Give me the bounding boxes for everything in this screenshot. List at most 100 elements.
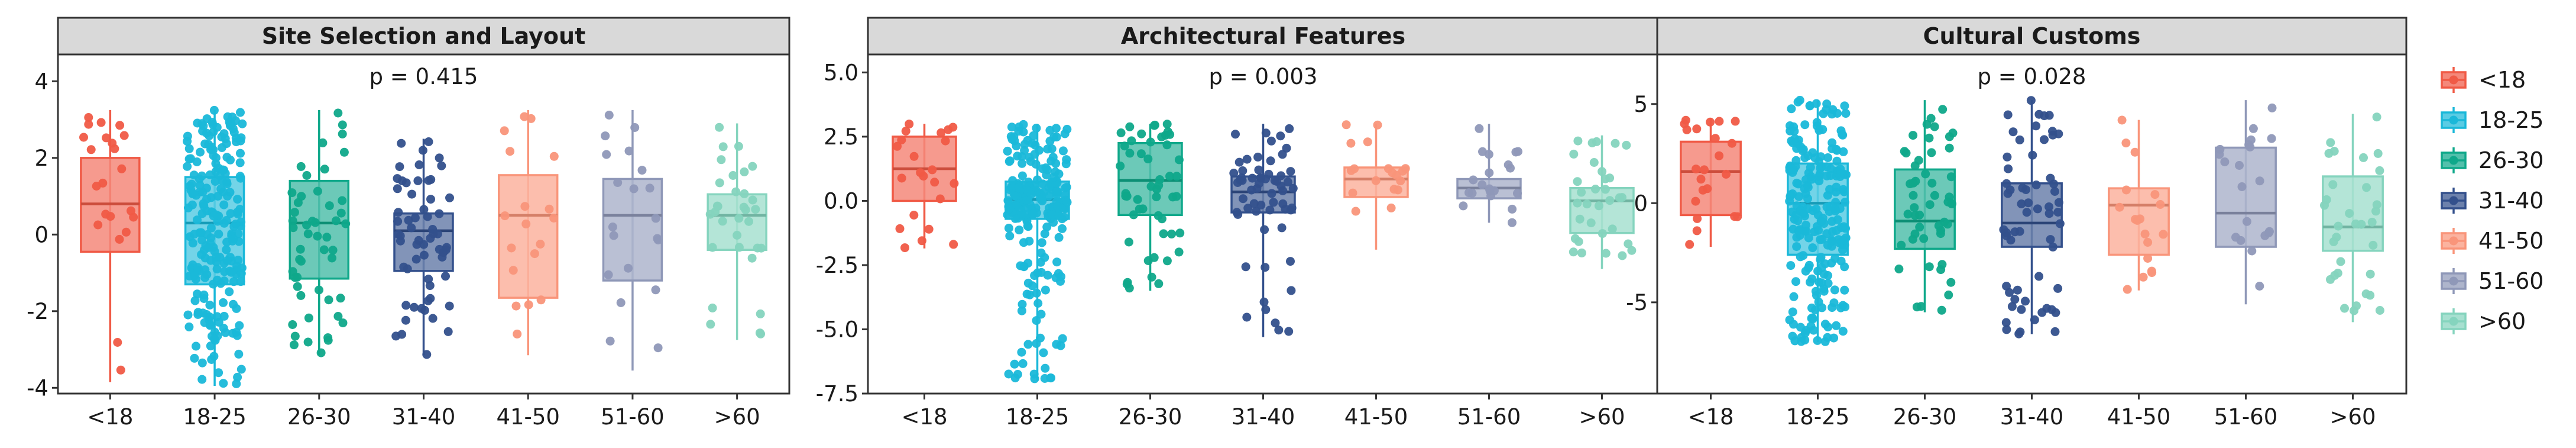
data-point	[1897, 240, 1906, 250]
box-iqr	[2108, 187, 2170, 256]
data-point	[1049, 172, 1059, 182]
data-point	[2131, 215, 2140, 224]
jitter-points	[1999, 96, 2065, 339]
data-point	[226, 267, 236, 277]
data-point	[651, 285, 660, 295]
data-point	[1243, 204, 1253, 213]
data-point	[1945, 132, 1954, 141]
data-point	[1823, 323, 1833, 331]
data-point	[1018, 359, 1028, 368]
data-point	[1032, 316, 1041, 325]
jitter-points	[287, 108, 351, 357]
data-point	[303, 229, 313, 238]
data-point	[213, 192, 223, 201]
data-point	[1038, 195, 1047, 204]
data-point	[1575, 214, 1585, 224]
data-point	[506, 147, 515, 156]
data-point	[1582, 199, 1592, 209]
data-point	[1601, 249, 1611, 258]
legend-point	[2449, 196, 2458, 205]
data-point	[193, 308, 203, 317]
data-point	[1840, 198, 1849, 207]
data-point	[197, 358, 207, 368]
data-point	[199, 121, 208, 131]
data-point	[184, 144, 194, 153]
data-point	[199, 199, 208, 208]
data-point	[1786, 261, 1796, 270]
data-point	[423, 212, 432, 221]
data-point	[1286, 167, 1295, 176]
data-point	[433, 229, 442, 238]
data-point	[328, 253, 336, 263]
data-point	[1838, 327, 1848, 336]
data-point	[1911, 176, 1920, 186]
data-point	[524, 300, 533, 310]
data-point	[2359, 153, 2368, 162]
data-point	[397, 176, 407, 186]
data-point	[1029, 131, 1038, 140]
data-point	[1261, 263, 1270, 272]
data-point	[397, 330, 407, 339]
data-point	[1018, 171, 1027, 181]
data-point	[1242, 312, 1252, 322]
data-point	[1804, 260, 1814, 270]
data-point	[1125, 149, 1135, 158]
data-point	[1149, 121, 1159, 130]
data-point	[338, 318, 348, 328]
data-point	[1788, 331, 1797, 341]
data-point	[197, 209, 207, 218]
data-point	[2334, 221, 2343, 231]
data-point	[206, 320, 215, 329]
data-point	[2016, 327, 2025, 337]
data-point	[1266, 136, 1276, 146]
data-point	[2265, 227, 2274, 236]
data-point	[441, 245, 451, 254]
data-point	[1157, 214, 1167, 224]
data-point	[117, 164, 127, 173]
data-point	[445, 193, 454, 202]
data-point	[2050, 327, 2060, 336]
data-point	[629, 184, 639, 194]
data-point	[232, 328, 241, 337]
data-point	[234, 349, 244, 359]
data-point	[2320, 201, 2329, 210]
data-point	[2324, 149, 2334, 158]
data-point	[1796, 252, 1805, 262]
data-point	[184, 203, 193, 212]
data-point	[2373, 149, 2383, 158]
data-point	[1591, 185, 1600, 194]
data-point	[319, 245, 329, 254]
data-point	[2147, 266, 2156, 276]
data-point	[1703, 184, 1712, 194]
data-point	[113, 338, 122, 347]
data-point	[424, 137, 433, 146]
box-26-30	[1116, 120, 1185, 293]
data-point	[1921, 169, 1930, 179]
data-point	[1822, 105, 1831, 114]
data-point	[2246, 142, 2255, 152]
data-point	[293, 282, 302, 291]
data-point	[2150, 190, 2160, 199]
data-point	[199, 290, 209, 299]
data-point	[202, 128, 211, 138]
data-point	[1594, 201, 1603, 211]
data-point	[508, 266, 518, 275]
data-point	[1287, 286, 1296, 295]
data-point	[289, 340, 299, 350]
data-point	[2053, 283, 2063, 293]
data-point	[207, 355, 216, 364]
data-point	[1819, 219, 1829, 228]
data-point	[1692, 226, 1702, 236]
data-point	[237, 263, 247, 273]
data-point	[1062, 182, 1071, 192]
data-point	[1233, 210, 1243, 219]
data-point	[235, 158, 245, 167]
data-point	[608, 223, 617, 231]
data-point	[1793, 216, 1803, 225]
y-tick-label: 4	[34, 69, 48, 94]
data-point	[232, 379, 241, 388]
data-point	[422, 350, 432, 359]
data-point	[320, 165, 329, 174]
data-point	[757, 243, 766, 253]
data-point	[287, 188, 297, 198]
